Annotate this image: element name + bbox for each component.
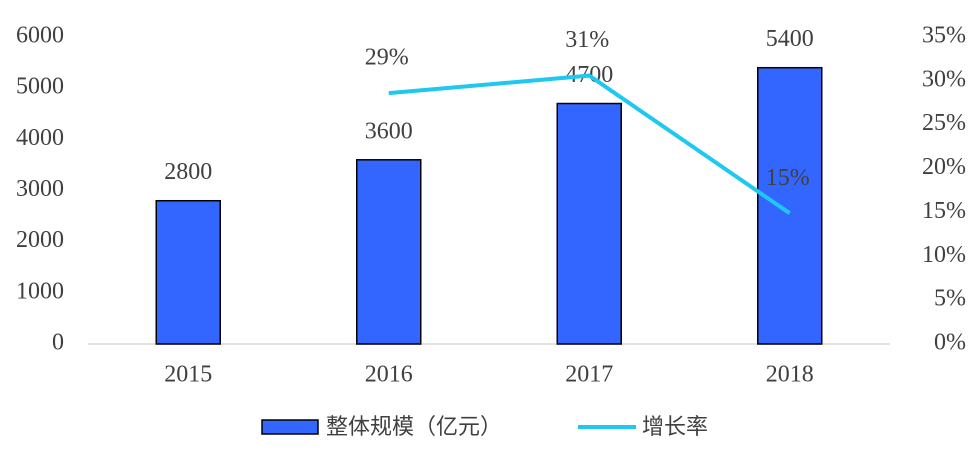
bar-value-label: 3600 bbox=[365, 118, 413, 144]
y2-tick-label: 30% bbox=[922, 66, 966, 92]
y-tick-label: 3000 bbox=[16, 176, 64, 202]
bar bbox=[155, 199, 221, 345]
line-value-label: 29% bbox=[365, 45, 409, 71]
bar-value-label: 2800 bbox=[164, 159, 212, 185]
x-tick-label: 2016 bbox=[365, 362, 413, 388]
y-tick-label: 1000 bbox=[16, 278, 64, 304]
y-tick-label: 6000 bbox=[16, 23, 64, 49]
y-tick-label: 5000 bbox=[16, 74, 64, 100]
y-tick-label: 4000 bbox=[16, 125, 64, 151]
line-value-label: 31% bbox=[565, 27, 609, 53]
x-tick-label: 2015 bbox=[164, 362, 212, 388]
line bbox=[388, 73, 791, 215]
y-tick-label: 2000 bbox=[16, 227, 64, 253]
legend-label: 增长率 bbox=[642, 415, 708, 440]
legend-swatch bbox=[261, 419, 319, 435]
line-value-label: 15% bbox=[766, 165, 810, 191]
y2-tick-label: 10% bbox=[922, 242, 966, 268]
x-tick-label: 2018 bbox=[766, 362, 814, 388]
y2-tick-label: 0% bbox=[934, 330, 966, 356]
y-tick-label: 0 bbox=[52, 330, 64, 356]
y2-tick-label: 15% bbox=[922, 198, 966, 224]
bar bbox=[356, 159, 422, 345]
y2-tick-label: 35% bbox=[922, 23, 966, 49]
y2-tick-label: 20% bbox=[922, 154, 966, 180]
bar bbox=[556, 102, 622, 345]
bar bbox=[757, 66, 823, 345]
y2-tick-label: 5% bbox=[934, 286, 966, 312]
x-tick-label: 2017 bbox=[565, 362, 613, 388]
bar-value-label: 5400 bbox=[766, 26, 814, 52]
legend-label: 整体规模（亿元） bbox=[326, 415, 502, 440]
y2-tick-label: 25% bbox=[922, 110, 966, 136]
